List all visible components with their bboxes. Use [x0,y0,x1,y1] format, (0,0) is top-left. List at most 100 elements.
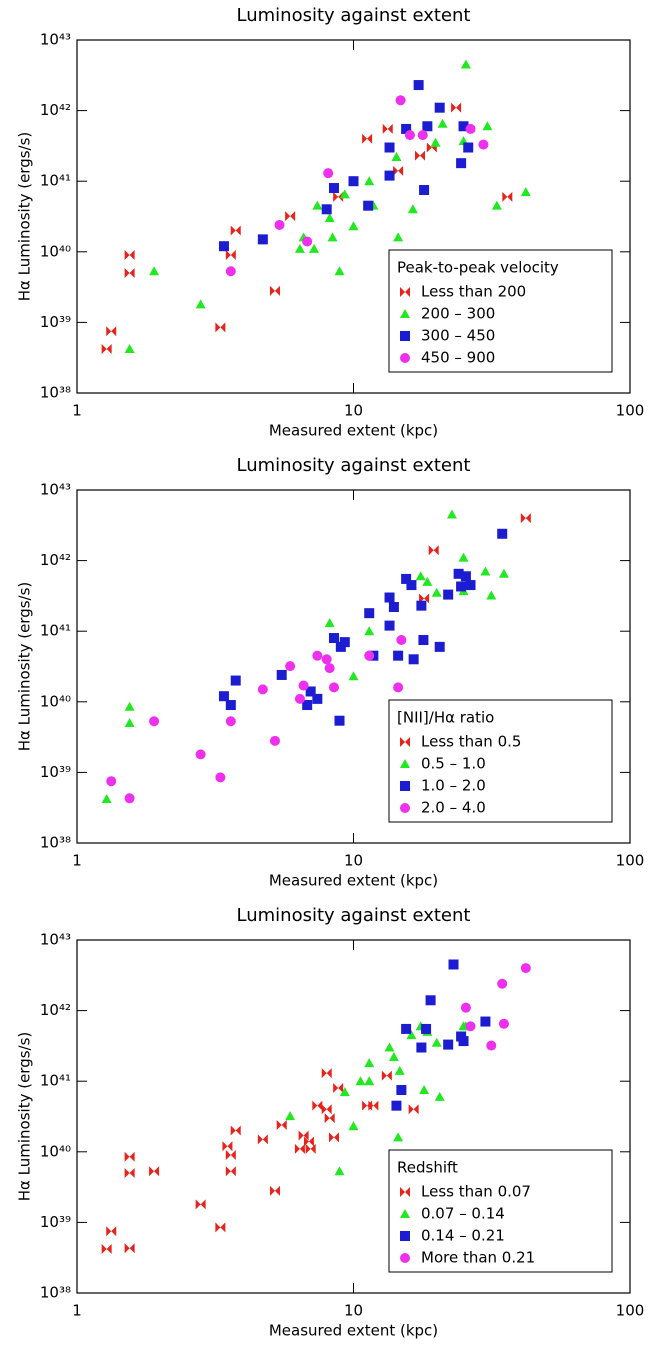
x-tick-label: 1 [72,402,82,420]
data-point [384,620,395,631]
data-point [393,650,404,661]
data-point [339,1087,350,1097]
data-point [465,580,476,591]
legend: Peak-to-peak velocity Less than 200 200 – … [388,249,613,373]
data-point [406,580,417,591]
data-point [456,581,467,592]
data-point [456,158,467,169]
data-point [434,641,445,652]
data-point [257,1134,268,1145]
data-point [458,1036,469,1047]
data-point [419,185,430,196]
x-tick-label: 100 [616,1302,645,1320]
data-point [124,701,135,711]
y-tick-label: 10⁴³ [40,931,71,949]
legend-label: 1.0 – 2.0 [421,777,486,795]
data-point [285,1111,296,1121]
data-point [363,200,374,211]
data-point [106,1226,117,1237]
data-point [106,326,117,337]
data-point [302,236,313,247]
legend-marker [400,1231,410,1241]
y-axis-label: Hα Luminosity (ergs/s) [16,132,34,302]
data-point [302,700,313,711]
x-tick-label: 10 [344,852,363,870]
data-point [218,241,229,252]
data-point [101,343,112,354]
data-point [328,633,339,644]
data-point [324,663,335,674]
data-point [408,654,419,665]
data-point [396,635,407,646]
data-point [285,661,296,672]
data-point [401,123,412,134]
data-point [195,299,206,309]
data-point [339,637,350,648]
data-point [348,176,359,187]
data-point [497,978,508,989]
legend-marker [400,759,410,768]
data-point [101,793,112,803]
legend-marker [400,309,410,318]
data-point [101,1243,112,1254]
x-tick-label: 100 [616,402,645,420]
data-point [225,700,236,711]
data-point [348,221,359,231]
y-tick-label: 10⁴² [40,1001,71,1019]
data-point [502,191,513,202]
data-point [401,573,412,584]
data-point [333,1083,344,1094]
data-point [443,589,454,600]
data-point [324,213,335,223]
data-point [364,626,375,636]
data-point [486,1040,497,1051]
data-point [339,189,350,199]
data-point [324,1113,335,1124]
data-point [215,772,226,783]
data-point [393,232,404,242]
data-point [498,568,509,578]
legend-marker [400,803,410,813]
data-point [106,776,117,787]
legend-title: Peak-to-peak velocity [397,259,559,277]
data-point [362,133,373,144]
data-point [394,1065,405,1075]
data-point [334,715,345,726]
data-point [388,602,399,613]
legend-marker [400,1209,410,1218]
data-point [434,102,445,113]
data-point [124,1168,135,1179]
data-point [520,513,531,524]
data-point [222,1141,233,1152]
data-point [225,250,236,261]
x-tick-label: 10 [344,1302,363,1320]
y-tick-label: 10⁴³ [40,31,71,49]
data-point [312,200,323,210]
y-tick-label: 10⁴¹ [40,622,71,640]
data-point [384,170,395,181]
data-point [348,1121,359,1131]
y-tick-label: 10⁴¹ [40,1072,71,1090]
data-point [406,1030,417,1040]
data-point [520,963,531,974]
data-point [458,552,469,562]
data-point [328,1132,339,1143]
panel: Luminosity against extent 1 10 100 10³⁸ 10³⁹ 1… [16,455,645,890]
data-point [364,1058,375,1068]
y-tick-label: 10³⁸ [40,1284,71,1302]
data-point [269,735,280,746]
legend-label: 450 – 900 [421,349,495,367]
data-point [225,266,236,277]
data-point [149,1166,160,1177]
panel: Luminosity against extent 1 10 100 10³⁸ 10³⁹ 1… [16,5,645,440]
y-tick-label: 10⁴² [40,101,71,119]
chart-title: Luminosity against extent [237,455,471,476]
x-tick-label: 1 [72,1302,82,1320]
data-point [520,187,531,197]
data-point [407,204,418,214]
data-point [428,545,439,556]
data-point [328,682,339,693]
data-point [391,1100,402,1111]
legend-marker [400,1187,410,1197]
